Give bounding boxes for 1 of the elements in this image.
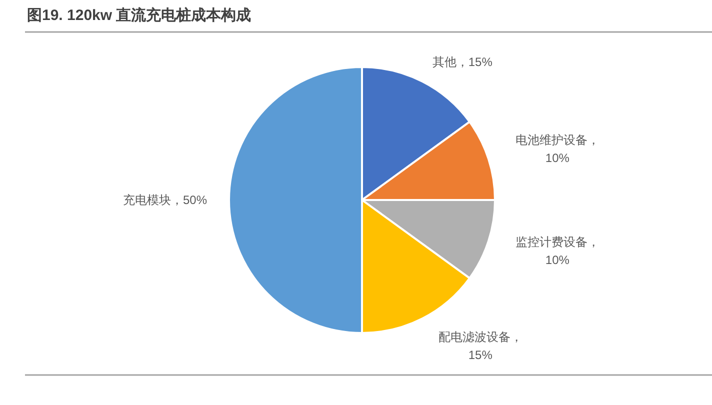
title: 图19. 120kw 直流充电桩成本构成	[27, 6, 252, 25]
